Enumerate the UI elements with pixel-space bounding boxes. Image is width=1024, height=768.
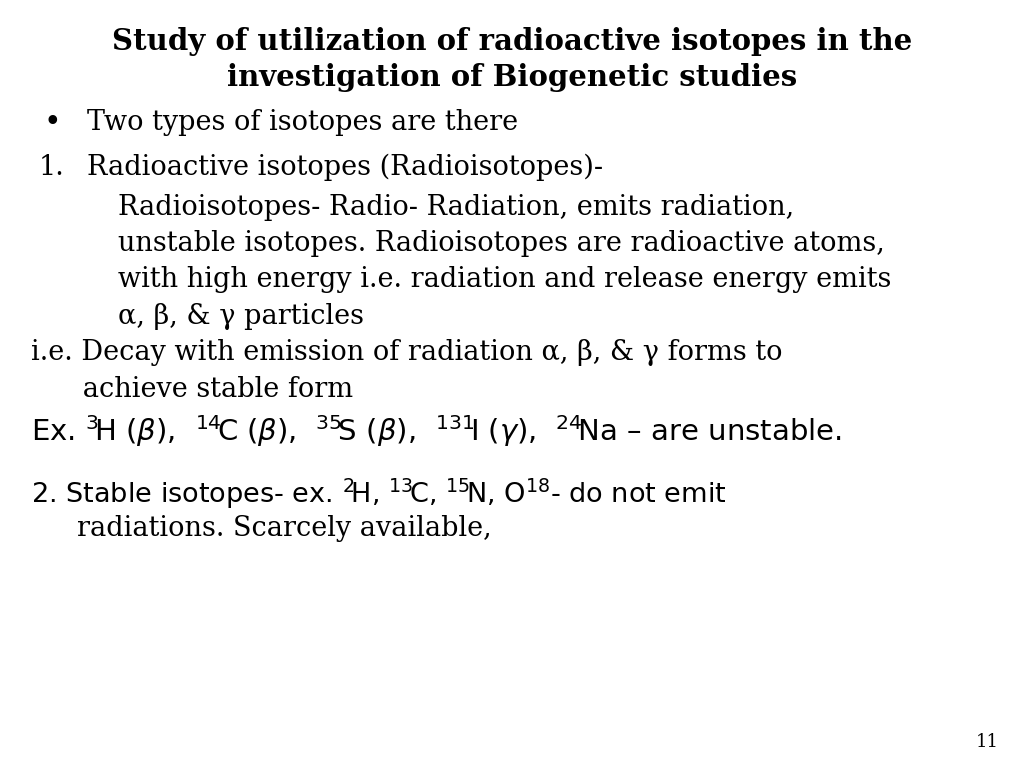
Text: i.e. Decay with emission of radiation α, β, & γ forms to
      achieve stable fo: i.e. Decay with emission of radiation α,… (31, 339, 782, 403)
Text: radiations. Scarcely available,: radiations. Scarcely available, (77, 515, 492, 541)
Text: Ex. $^3\!$H ($\beta$),  $^{14}\!$C ($\beta$),  $^{35}\!$S ($\beta$),  $^{131}\!$: Ex. $^3\!$H ($\beta$), $^{14}\!$C ($\bet… (31, 413, 842, 449)
Text: Study of utilization of radioactive isotopes in the: Study of utilization of radioactive isot… (112, 27, 912, 56)
Text: Radioisotopes- Radio- Radiation, emits radiation,
unstable isotopes. Radioisotop: Radioisotopes- Radio- Radiation, emits r… (118, 194, 891, 330)
Text: Radioactive isotopes (Radioisotopes)-: Radioactive isotopes (Radioisotopes)- (87, 154, 603, 181)
Text: Two types of isotopes are there: Two types of isotopes are there (87, 109, 518, 136)
Text: 11: 11 (976, 733, 998, 751)
Text: 2. Stable isotopes- ex. $^2\!$H, $^{13}\!$C, $^{15}\!$N, O$^{18}$- do not emit: 2. Stable isotopes- ex. $^2\!$H, $^{13}\… (31, 476, 726, 511)
Text: •: • (43, 109, 60, 137)
Text: investigation of Biogenetic studies: investigation of Biogenetic studies (227, 63, 797, 92)
Text: 1.: 1. (39, 154, 65, 180)
